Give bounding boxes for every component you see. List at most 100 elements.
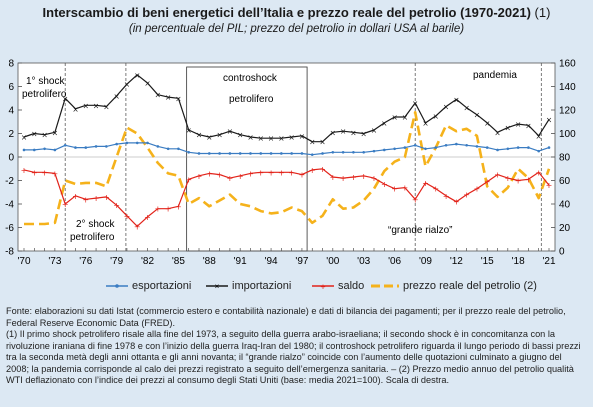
data-point-esportazioni [300,152,304,155]
data-point-esportazioni [177,147,180,151]
data-point-saldo: + [62,200,69,209]
legend-swatch-prezzo [371,284,399,288]
data-point-esportazioni [197,152,201,155]
legend-item-importazioni: × importazioni [206,280,291,292]
x-tick-label: '88 [203,256,216,267]
data-point-saldo: + [515,177,522,186]
svg-text:+: + [320,282,325,290]
data-point-saldo: + [463,191,470,200]
data-point-importazioni: × [216,131,222,140]
data-point-esportazioni [146,141,149,145]
data-point-esportazioni [105,145,108,148]
x-tick-label: '79 [110,256,123,267]
data-point-saldo: + [484,178,491,187]
data-point-esportazioni [310,153,314,156]
legend-label-esportazioni: esportazioni [132,280,192,292]
data-point-importazioni: × [41,131,47,140]
data-point-esportazioni [43,147,46,151]
data-point-importazioni: × [433,112,439,121]
data-point-importazioni: × [206,133,212,142]
y-left-tick-label: 4 [8,106,14,117]
data-point-esportazioni [84,146,88,149]
data-point-importazioni: × [165,93,171,102]
data-point-esportazioni [465,143,468,147]
data-point-saldo: + [237,172,244,181]
series-line-importazioni [23,74,550,143]
data-point-importazioni: × [391,113,397,122]
data-point-saldo: + [278,168,285,177]
data-point-importazioni: × [62,94,68,103]
data-point-esportazioni [506,147,510,151]
data-point-importazioni: × [546,115,552,124]
data-point-importazioni: × [443,102,449,111]
data-point-saldo: + [21,166,28,175]
data-point-importazioni: × [350,128,356,137]
data-point-saldo: + [206,169,213,178]
data-point-importazioni: × [196,131,202,140]
data-point-saldo: + [216,171,223,180]
data-point-importazioni: × [278,134,284,143]
data-point-esportazioni [382,148,386,152]
data-point-importazioni: × [525,121,531,130]
data-point-saldo: + [494,171,501,180]
data-point-esportazioni [341,151,345,154]
data-point-esportazioni [413,143,417,147]
data-point-saldo: + [196,172,203,181]
data-point-saldo: + [504,174,511,183]
plot-frame [17,62,556,252]
data-point-importazioni: × [134,71,140,80]
y-right-tick-label: 80 [559,153,571,164]
data-point-esportazioni [269,152,273,155]
data-point-esportazioni [434,146,438,149]
grande-rialzo-label: “grande rialzo” [388,225,452,236]
x-tick-label: '94 [265,256,278,267]
y-right-tick-label: 120 [559,106,576,117]
y-right-tick-label: 20 [559,223,571,234]
legend-swatch-esportazioni [106,284,128,288]
data-point-esportazioni [455,142,458,146]
data-point-esportazioni [218,152,221,155]
data-point-esportazioni [115,142,118,146]
y-left-tick-label: -4 [5,200,14,211]
data-point-saldo: + [124,212,131,221]
data-point-saldo: + [381,180,388,189]
data-point-importazioni: × [484,119,490,128]
x-tick-label: '09 [419,256,432,267]
data-point-saldo: + [257,168,264,177]
data-point-esportazioni [53,148,57,152]
data-point-saldo: + [319,165,326,174]
series-line-esportazioni [24,142,550,156]
data-point-esportazioni [238,152,242,155]
data-point-esportazioni [516,146,520,149]
x-tick-label: '82 [141,256,154,267]
svg-text:×: × [215,282,220,290]
title-main: Interscambio di beni energetici dell’Ita… [42,5,531,20]
x-tick-label: '18 [512,256,525,267]
legend-label-saldo: saldo [338,280,365,292]
y-right-tick-label: 100 [559,129,576,140]
data-point-esportazioni [166,147,170,151]
data-point-saldo: + [31,168,38,177]
legend-item-saldo: + saldo [312,280,364,292]
data-point-esportazioni [135,141,139,145]
x-tick-label: '12 [450,256,463,267]
x-tick-label: '76 [79,256,92,267]
data-point-saldo: + [391,185,398,194]
data-point-saldo: + [474,185,481,194]
data-point-importazioni: × [155,91,161,100]
shock1-label-line1: 1° shock [26,76,65,87]
data-point-saldo: + [422,179,429,188]
data-point-esportazioni [372,149,376,153]
data-point-saldo: + [82,195,89,204]
data-point-importazioni: × [309,138,315,147]
data-point-importazioni: × [124,80,130,89]
series-lines: × × × × × × × × × × × × × × × × × × × × × × × × × × × × × × × × × × × × × × × ×… [21,71,553,232]
controshock-label-line1: controshock [223,73,278,84]
data-point-importazioni: × [381,119,387,128]
data-point-importazioni: × [113,92,119,101]
data-point-esportazioni [32,148,36,152]
data-point-saldo: + [309,166,316,175]
data-point-esportazioni [156,145,160,148]
data-point-importazioni: × [299,132,305,141]
data-point-esportazioni [485,146,489,149]
